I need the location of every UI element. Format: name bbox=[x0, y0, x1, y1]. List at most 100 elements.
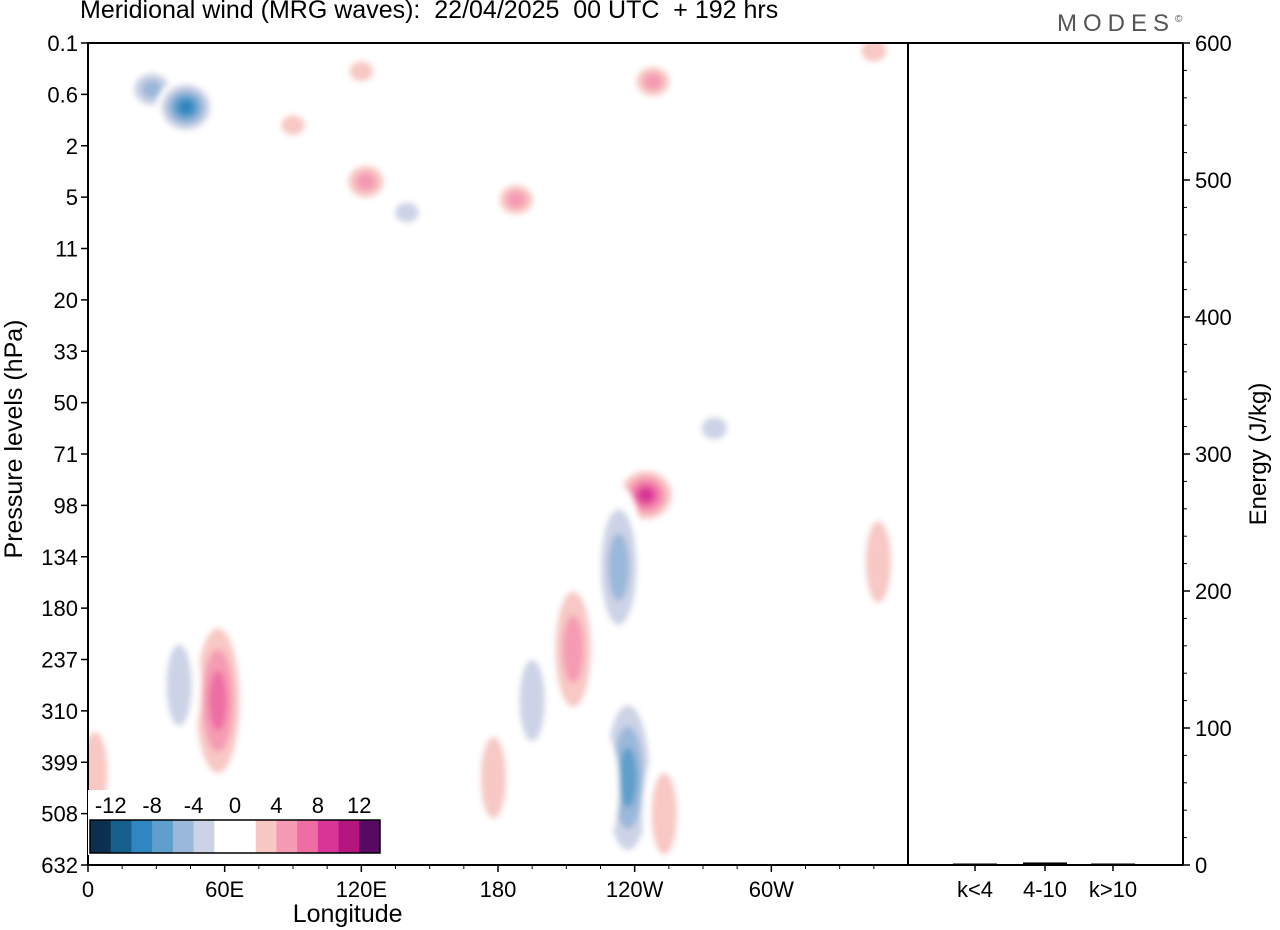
contour-blob bbox=[643, 72, 663, 91]
y-tick-label: 50 bbox=[54, 391, 78, 416]
contour-blob bbox=[701, 417, 728, 440]
y-tick-label: 399 bbox=[41, 750, 78, 775]
y-tick-label: 33 bbox=[54, 339, 78, 364]
chart-title: Meridional wind (MRG waves): 22/04/2025 … bbox=[80, 0, 779, 24]
colorbar-swatch bbox=[276, 820, 298, 853]
y-tick-label: 0.1 bbox=[47, 31, 78, 56]
contour-blob bbox=[615, 99, 654, 131]
y-tick-label: 71 bbox=[54, 442, 78, 467]
contour-blob bbox=[877, 156, 908, 187]
y-tick-label: 134 bbox=[41, 545, 78, 570]
x-tick-label: 60W bbox=[749, 877, 794, 902]
contour-blob bbox=[183, 230, 221, 262]
energy-tick-label: 100 bbox=[1195, 716, 1232, 741]
contour-blob bbox=[752, 550, 791, 667]
contour-blob bbox=[205, 364, 244, 395]
energy-tick-label: 500 bbox=[1195, 168, 1232, 193]
contour-blob bbox=[651, 772, 678, 855]
contour-blob bbox=[866, 678, 905, 795]
colorbar-swatch bbox=[359, 820, 381, 853]
contour-blob bbox=[178, 99, 194, 115]
x-tick-label: 120E bbox=[336, 877, 387, 902]
x-tick-label: 60E bbox=[205, 877, 244, 902]
contour-blob bbox=[166, 644, 192, 726]
colorbar-swatch bbox=[297, 820, 319, 853]
y-tick-label: 98 bbox=[54, 493, 78, 518]
colorbar-swatch bbox=[255, 820, 277, 853]
colorbar-swatch bbox=[152, 820, 174, 853]
energy-tick-label: 400 bbox=[1195, 305, 1232, 330]
colorbar-swatch bbox=[338, 820, 360, 853]
colorbar-label: -12 bbox=[95, 793, 127, 818]
y-tick-label: 180 bbox=[41, 596, 78, 621]
contour-blob bbox=[593, 310, 631, 341]
y-tick-label: 508 bbox=[41, 802, 78, 827]
modes-logo: MODES© bbox=[1057, 10, 1182, 38]
colorbar-swatch bbox=[172, 820, 195, 853]
contour-blob bbox=[394, 202, 419, 223]
energy-tick-label: 600 bbox=[1195, 31, 1232, 56]
colorbar-label: 4 bbox=[270, 793, 282, 818]
contour-blob bbox=[618, 747, 637, 808]
energy-cat-label: k<4 bbox=[957, 877, 993, 902]
energy-bar bbox=[1023, 862, 1067, 865]
contour-blob bbox=[103, 171, 141, 203]
energy-tick-label: 200 bbox=[1195, 579, 1232, 604]
x-tick-label: 120W bbox=[606, 877, 664, 902]
contour-blob bbox=[205, 43, 244, 74]
colorbar-label: 0 bbox=[229, 793, 241, 818]
energy-axis-label: Energy (J/kg) bbox=[1245, 383, 1272, 526]
energy-tick-label: 300 bbox=[1195, 442, 1232, 467]
colorbar-label: 12 bbox=[347, 793, 371, 818]
energy-tick-label: 0 bbox=[1195, 853, 1207, 878]
colorbar-swatch bbox=[317, 820, 340, 853]
energy-bar bbox=[1091, 863, 1135, 865]
y-tick-label: 237 bbox=[41, 648, 78, 673]
y-tick-label: 0.6 bbox=[47, 82, 78, 107]
contour-blob bbox=[281, 115, 305, 136]
contour-blob bbox=[752, 176, 791, 208]
y-tick-label: 5 bbox=[66, 185, 78, 210]
x-axis-label: Longitude bbox=[293, 900, 403, 928]
colorbar-swatch bbox=[131, 820, 153, 853]
contour-blob bbox=[255, 601, 294, 718]
logo-mark: © bbox=[1175, 14, 1183, 25]
contour-blob bbox=[519, 659, 545, 742]
colorbar-swatch bbox=[110, 820, 132, 853]
contour-blob bbox=[110, 652, 148, 769]
energy-cat-label: k>10 bbox=[1089, 877, 1137, 902]
contour-blob bbox=[349, 61, 374, 82]
y-axis-label: Pressure levels (hPa) bbox=[0, 320, 28, 559]
contour-blob bbox=[208, 670, 227, 731]
x-tick-label: 180 bbox=[480, 877, 517, 902]
colorbar: -12 -8 -4 0 4 8 12 bbox=[88, 790, 382, 855]
colorbar-label: 8 bbox=[312, 793, 324, 818]
contour-blob bbox=[865, 521, 892, 603]
energy-bar bbox=[953, 863, 997, 865]
contour-blob bbox=[355, 172, 377, 192]
colorbar-label: -8 bbox=[142, 793, 162, 818]
y-tick-label: 632 bbox=[41, 853, 78, 878]
colorbar-label: -4 bbox=[184, 793, 204, 818]
colorbar-swatch bbox=[235, 820, 257, 853]
contour-blob bbox=[861, 43, 887, 62]
colorbar-frame bbox=[89, 819, 381, 854]
energy-axes: 0 100 200 300 400 500 600 k<4 4-10 k>10 Energy (J/… bbox=[908, 31, 1272, 902]
energy-cat-label: 4-10 bbox=[1023, 877, 1067, 902]
contour-blob bbox=[608, 533, 630, 601]
x-tick-label: 0 bbox=[82, 877, 94, 902]
y-tick-label: 2 bbox=[66, 134, 78, 159]
heatmap-axes: 0.1 0.6 2 5 11 20 33 50 71 98 134 180 237 310 399 508 63… bbox=[0, 31, 909, 928]
y-tick-label: 310 bbox=[41, 699, 78, 724]
contour-blob bbox=[832, 704, 870, 821]
colorbar-swatch bbox=[214, 820, 236, 853]
contour-blob bbox=[637, 487, 655, 503]
colorbar-swatch bbox=[193, 820, 215, 853]
contour-blob bbox=[506, 191, 526, 209]
contour-blob bbox=[141, 79, 163, 99]
contour-blob bbox=[581, 729, 620, 846]
contour-blob bbox=[480, 736, 507, 819]
y-tick-label: 11 bbox=[55, 237, 78, 262]
wind-contour-field bbox=[88, 43, 908, 865]
